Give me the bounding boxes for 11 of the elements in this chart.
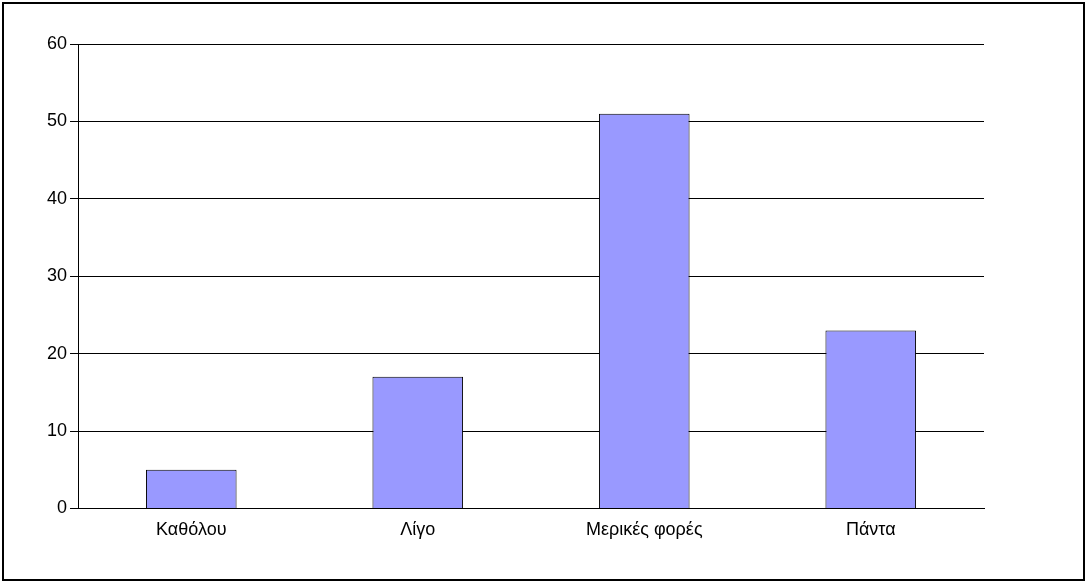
x-tick-label: Μερικές φορές xyxy=(585,519,703,540)
x-tick-label: Λίγο xyxy=(400,519,436,540)
y-tick-label: 30 xyxy=(46,265,68,286)
y-tick-label: 0 xyxy=(57,497,68,518)
y-tick-label: 10 xyxy=(46,419,68,440)
y-tick-label: 20 xyxy=(46,342,68,363)
y-tick-label: 60 xyxy=(46,32,68,53)
x-tick-label: Πάντα xyxy=(845,519,896,540)
y-tick-label: 40 xyxy=(46,187,68,208)
y-tick-label: 50 xyxy=(46,110,68,131)
x-tick-label: Καθόλου xyxy=(156,519,227,540)
